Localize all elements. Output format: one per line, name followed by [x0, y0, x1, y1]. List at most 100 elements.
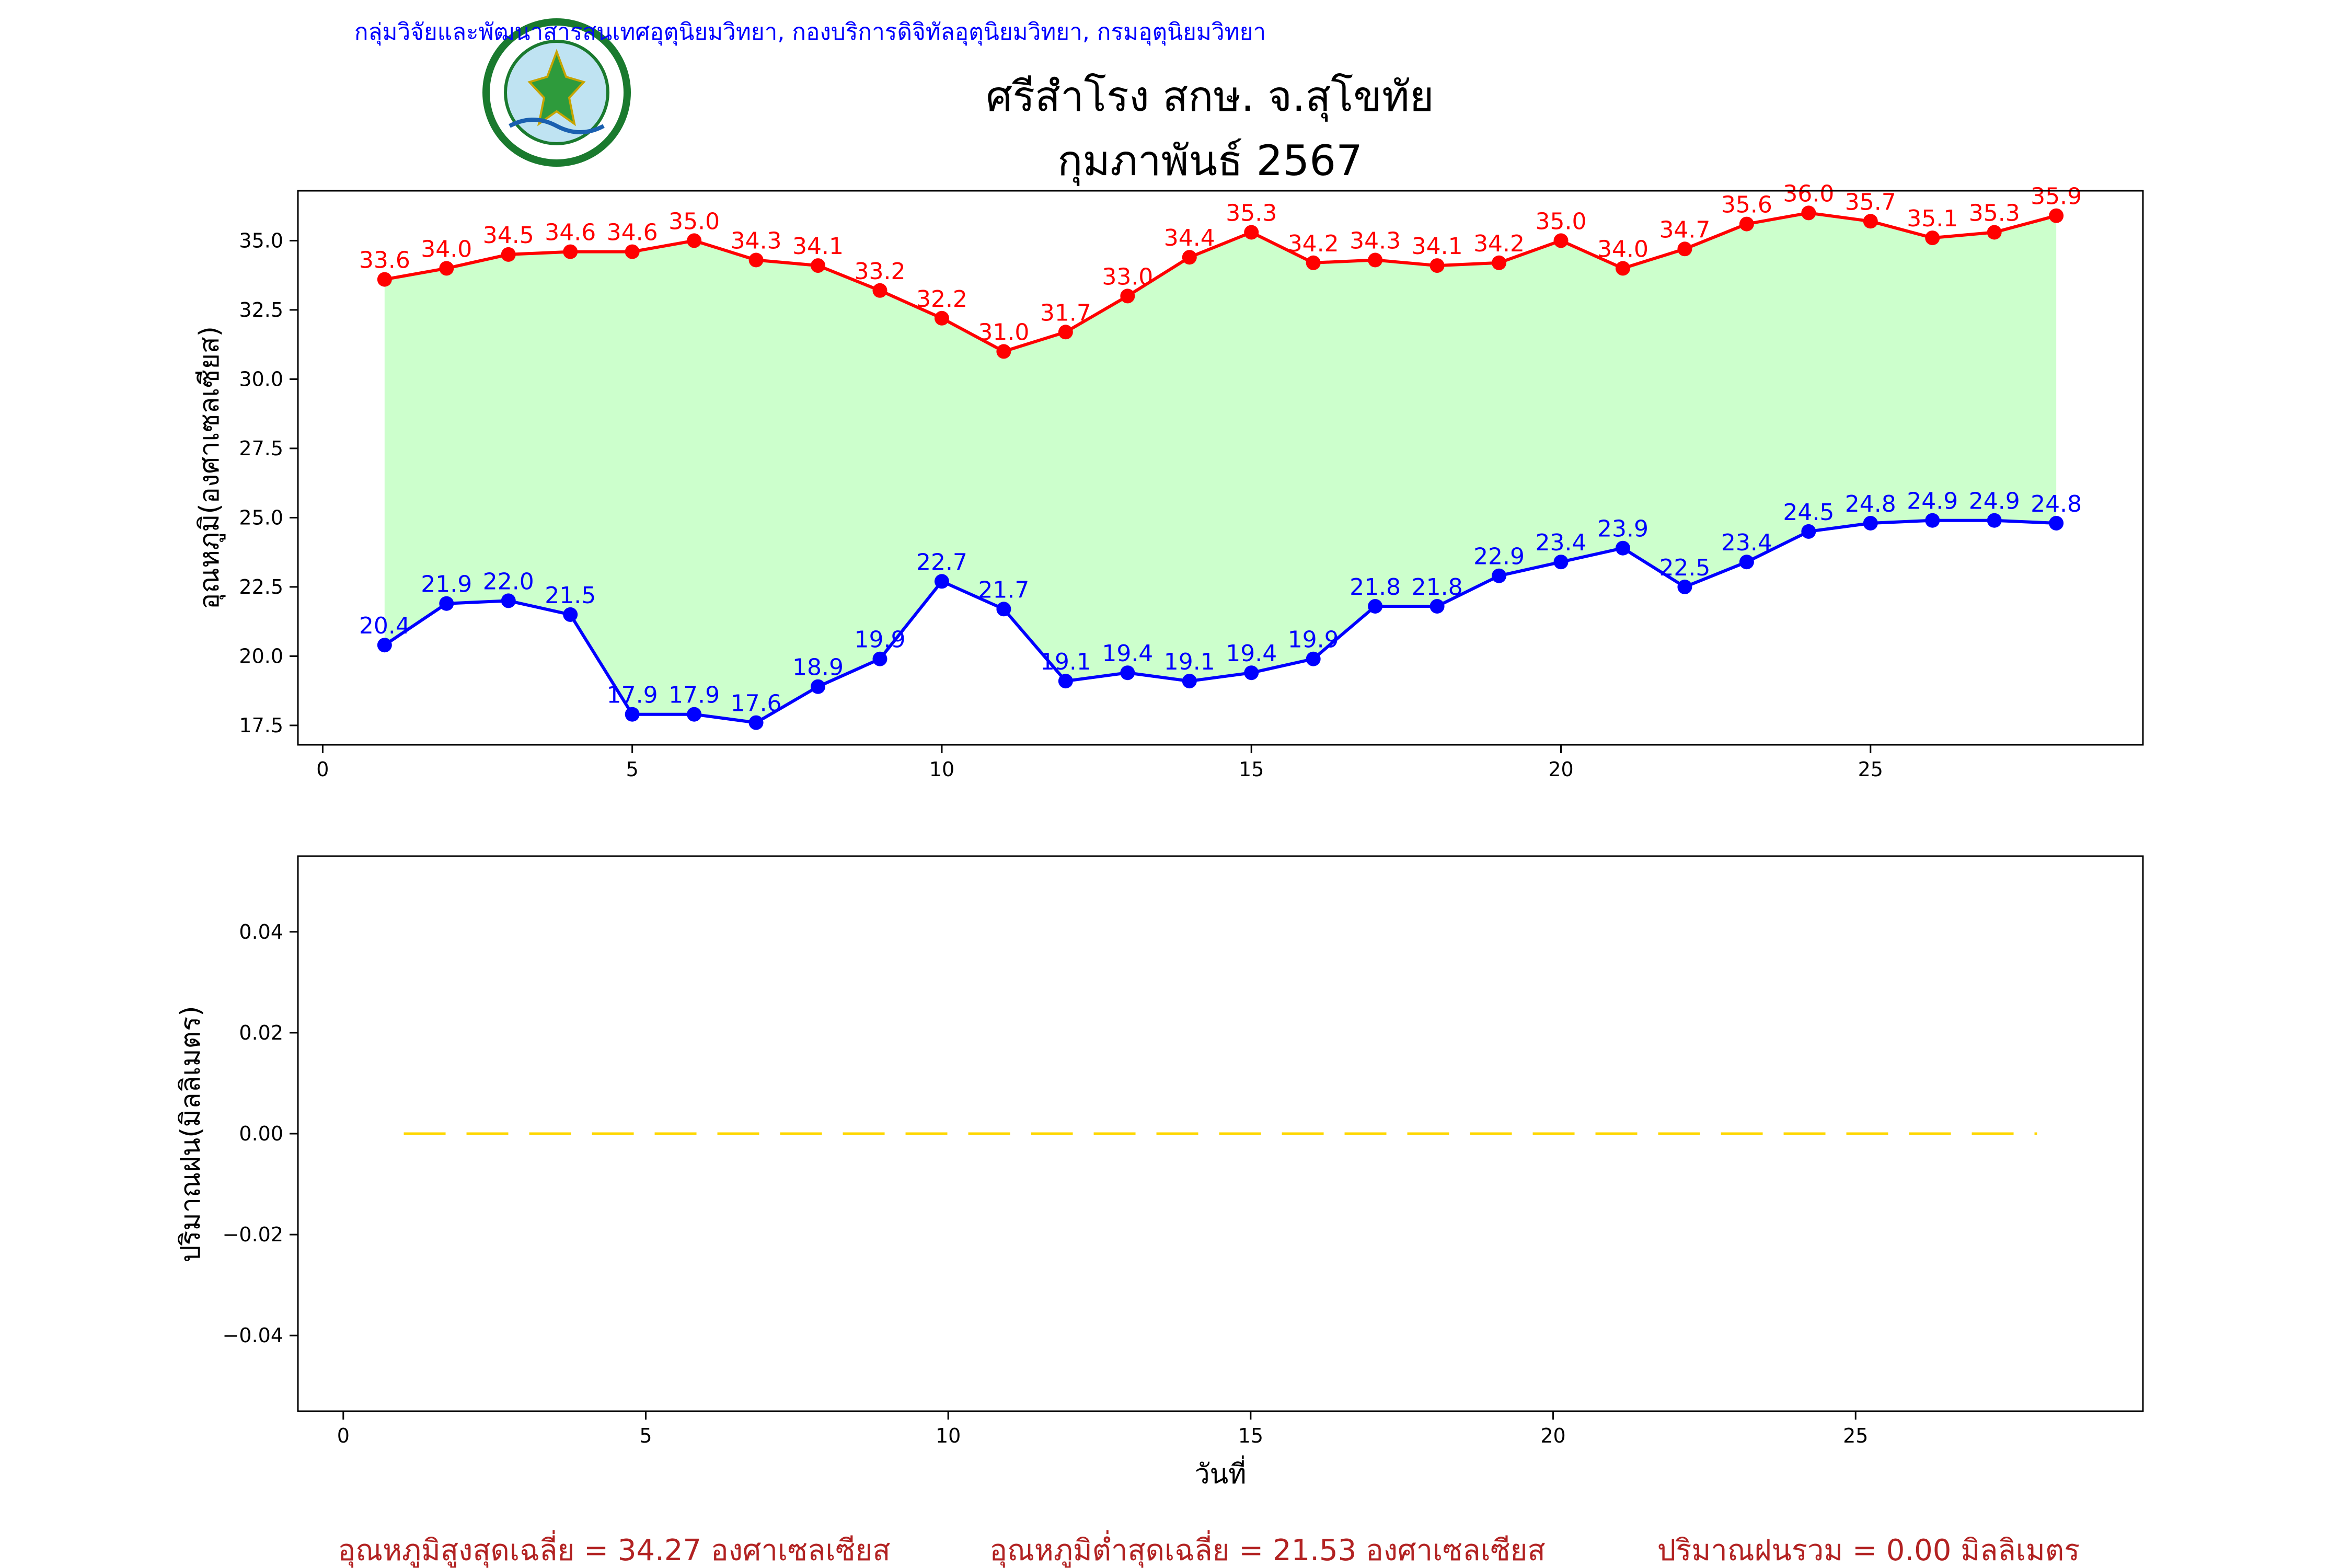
min-temperature-point: [563, 607, 578, 622]
min-temperature-point: [439, 596, 454, 611]
min-temperature-label: 19.4: [1226, 640, 1277, 667]
temperature-x-tick-label: 25: [1858, 758, 1883, 781]
max-temperature-label: 32.2: [916, 286, 967, 313]
max-temperature-point: [1863, 214, 1878, 229]
min-temperature-point: [377, 638, 392, 653]
min-temperature-label: 22.9: [1473, 544, 1525, 570]
logo-water: [509, 118, 605, 134]
min-temperature-label: 24.8: [1845, 491, 1896, 517]
min-temperature-labels: 20.4 21.9 22.0 21.5 17.9 17.9 17.6 18.9 19.9 22.7…: [359, 488, 2082, 717]
min-temperature-point: [1739, 555, 1754, 570]
rainfall-y-tick-label: 0.00: [239, 1122, 283, 1145]
rainfall-x-tick-label: 20: [1540, 1424, 1565, 1447]
max-temperature-label: 34.6: [545, 220, 596, 246]
max-temperature-label: 34.5: [483, 222, 534, 249]
rainfall-y-tick-label: −0.02: [223, 1223, 283, 1246]
max-temperature-point: [811, 258, 826, 273]
max-temperature-point: [1987, 225, 2002, 240]
min-temperature-label: 19.1: [1164, 649, 1215, 675]
department-name: กลุ่มวิจัยและพัฒนาสารสนเทศอุตุนิยมวิทยา,…: [354, 19, 1266, 46]
max-temperature-points: [377, 205, 2064, 359]
temperature-panel: 33.6 34.0 34.5 34.6 34.6 35.0 34.3 34.1 33.2 32.2…: [194, 180, 2144, 781]
min-temperature-label: 22.5: [1659, 555, 1710, 581]
min-temperature-point: [1615, 540, 1630, 556]
footer-average-max: อุณหภูมิสูงสุดเฉลี่ย = 34.27 องศาเซลเซีย…: [338, 1530, 890, 1568]
min-temperature-points: [377, 513, 2064, 730]
min-temperature-point: [872, 651, 887, 666]
min-temperature-point: [501, 593, 516, 608]
footer-total-rain: ปริมาณฝนรวม = 0.00 มิลลิเมตร: [1657, 1534, 2080, 1567]
min-temperature-point: [1492, 568, 1507, 583]
max-temperature-point: [1615, 261, 1630, 276]
min-temperature-point: [1182, 674, 1197, 689]
min-temperature-point: [1429, 599, 1445, 614]
min-temperature-label: 21.8: [1350, 574, 1401, 601]
max-temperature-label: 33.0: [1102, 263, 1153, 290]
max-temperature-point: [934, 310, 949, 326]
rainfall-x-tick-label: 5: [639, 1424, 652, 1447]
max-temperature-point: [1553, 233, 1569, 248]
min-temperature-point: [748, 715, 764, 730]
max-temperature-point: [1244, 225, 1259, 240]
min-temperature-label: 19.9: [855, 627, 906, 653]
min-temperature-point: [1368, 599, 1383, 614]
min-temperature-point: [1058, 674, 1073, 689]
max-temperature-label: 35.1: [1907, 205, 1958, 232]
min-temperature-point: [934, 574, 949, 589]
min-temperature-point: [2049, 516, 2064, 531]
temperature-x-tick-label: 15: [1239, 758, 1264, 781]
min-temperature-label: 21.9: [421, 571, 472, 598]
min-temperature-label: 21.8: [1412, 574, 1463, 601]
max-temperature-label: 35.3: [1969, 200, 2020, 227]
min-temperature-point: [1925, 513, 1940, 528]
max-temperature-point: [1120, 289, 1135, 304]
rainfall-plot-frame: [297, 855, 2144, 1412]
max-temperature-point: [1801, 205, 1816, 221]
max-temperature-labels: 33.6 34.0 34.5 34.6 34.6 35.0 34.3 34.1 33.2 32.2…: [359, 180, 2082, 345]
min-temperature-label: 17.9: [607, 682, 658, 709]
logo: [482, 18, 631, 167]
min-temperature-label: 19.4: [1102, 640, 1153, 667]
min-temperature-label: 17.9: [668, 682, 720, 709]
max-temperature-label: 35.0: [668, 208, 720, 235]
max-temperature-point: [377, 272, 392, 287]
max-temperature-point: [1492, 255, 1507, 270]
max-temperature-point: [563, 244, 578, 259]
min-temperature-label: 17.6: [731, 690, 782, 717]
max-temperature-point: [1306, 255, 1321, 270]
max-temperature-point: [1739, 216, 1754, 232]
min-temperature-label: 18.9: [792, 654, 844, 681]
max-temperature-point: [1058, 325, 1073, 340]
max-temperature-label: 31.0: [978, 319, 1029, 345]
min-temperature-point: [1863, 516, 1878, 531]
temperature-y-tick-label: 32.5: [239, 298, 283, 321]
max-temperature-label: 34.7: [1659, 216, 1710, 243]
max-temperature-point: [2049, 208, 2064, 223]
min-temperature-label: 23.4: [1536, 529, 1587, 556]
rainfall-panel: 0 5 10 15 20 25 −0.04 −0.02 0.00 0.02 0.04 ปริมาณ…: [175, 855, 2144, 1490]
max-temperature-point: [1182, 250, 1197, 265]
max-temperature-label: 34.2: [1288, 230, 1339, 257]
max-temperature-point: [748, 252, 764, 268]
min-temperature-point: [1553, 555, 1569, 570]
logo-deity-figure: [527, 49, 586, 126]
temperature-y-tick-label: 20.0: [239, 644, 283, 667]
period-title: กุมภาพันธ์ 2567: [1057, 136, 1363, 186]
rainfall-x-tick-label: 25: [1843, 1424, 1868, 1447]
max-temperature-point: [501, 247, 516, 262]
min-temperature-label: 19.1: [1040, 649, 1091, 675]
min-temperature-line: [384, 518, 2057, 724]
max-temperature-label: 35.3: [1226, 200, 1277, 227]
min-temperature-label: 24.9: [1907, 488, 1958, 515]
temperature-x-tick-label: 0: [316, 758, 329, 781]
rainfall-x-label: วันที่: [1194, 1455, 1246, 1490]
max-temperature-label: 34.1: [1412, 233, 1463, 260]
max-temperature-point: [687, 233, 702, 248]
max-temperature-label: 35.0: [1536, 208, 1587, 235]
min-temperature-label: 22.0: [483, 568, 534, 595]
max-temperature-label: 35.9: [2031, 183, 2082, 210]
max-temperature-point: [1368, 252, 1383, 268]
rainfall-y-tick-label: 0.02: [239, 1021, 283, 1044]
max-temperature-label: 34.0: [421, 236, 472, 262]
rainfall-x-tick-label: 0: [337, 1424, 350, 1447]
